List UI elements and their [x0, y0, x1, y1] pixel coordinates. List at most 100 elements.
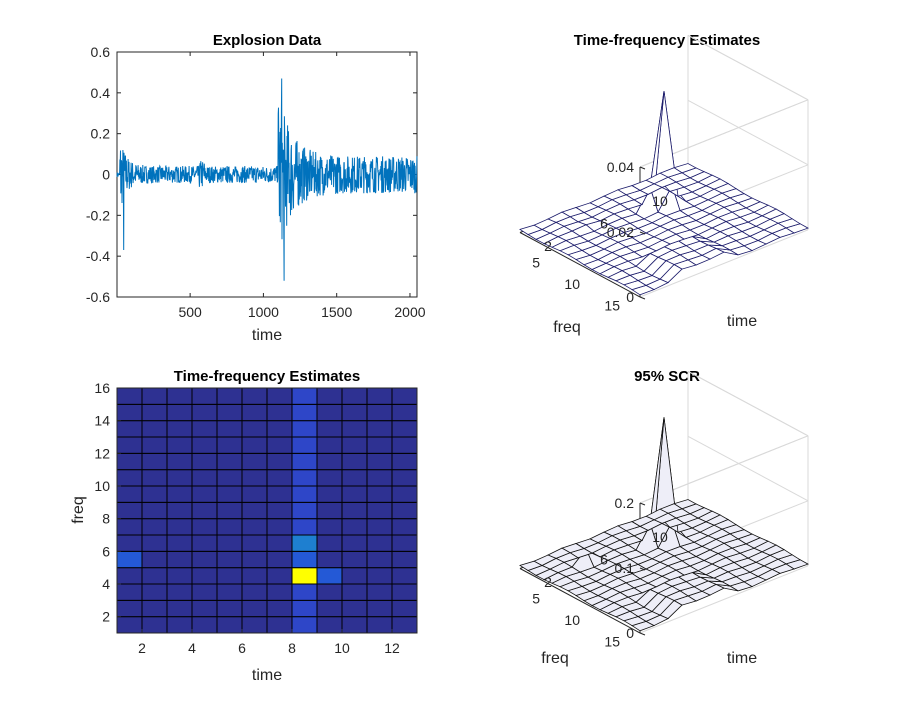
heatmap-cell: [191, 616, 218, 634]
heatmap-ytick-label: 2: [102, 609, 110, 625]
heatmap-cell: [241, 403, 268, 422]
heatmap-cell: [366, 452, 393, 471]
heatmap-cell: [291, 469, 318, 487]
z-tick-mark: [639, 166, 646, 170]
heatmap-cell: [216, 420, 243, 438]
heatmap-cell: [266, 550, 293, 569]
heatmap-cell: [191, 583, 218, 601]
heatmap-cell: [291, 403, 318, 422]
heatmap-xtick-label: 8: [288, 640, 296, 656]
heatmap-cell: [316, 616, 343, 634]
heatmap-cell: [141, 599, 168, 618]
heatmap-cell: [216, 469, 243, 487]
heatmap-cell: [216, 485, 243, 503]
heatmap-cell: [391, 616, 418, 634]
freq-tick-label: 15: [604, 298, 620, 314]
heatmap-cell: [391, 387, 418, 405]
heatmap-cell: [166, 436, 193, 454]
heatmap-cell: [116, 534, 143, 552]
z-tick-label: 0.02: [607, 224, 634, 240]
heatmap-cell: [116, 469, 143, 487]
z-tick-mark: [639, 231, 646, 235]
heatmap-cell: [141, 485, 168, 503]
heatmap-cell: [366, 616, 393, 634]
heatmap-cell: [291, 534, 318, 552]
heatmap-cell: [241, 616, 268, 634]
surface-patch: [519, 560, 543, 571]
heatmap-cell: [316, 599, 343, 618]
time-tick-label: 10: [652, 193, 668, 209]
heatmap-xtick-label: 2: [138, 640, 146, 656]
heatmap-cell: [116, 485, 143, 503]
heatmap-cell: [391, 534, 418, 552]
explosion-ytick-label: -0.6: [86, 289, 110, 305]
heatmap-cell: [266, 387, 293, 405]
heatmap-cell: [316, 534, 343, 552]
freq-tick-label: 5: [532, 591, 540, 607]
heatmap-cell: [291, 485, 318, 503]
heatmap-cell: [266, 485, 293, 503]
heatmap-cell: [266, 616, 293, 634]
heatmap-cell: [116, 616, 143, 634]
heatmap-cell: [341, 485, 368, 503]
heatmap-cell: [241, 420, 268, 438]
explosion-xtick-label: 1000: [248, 304, 279, 320]
heatmap-cell: [266, 534, 293, 552]
heatmap-cell: [216, 518, 243, 536]
z-tick-label: 0: [626, 289, 634, 305]
heatmap-cell: [141, 420, 168, 438]
time-tick-label: 6: [600, 216, 608, 232]
heatmap-cell: [266, 518, 293, 536]
heatmap-cell: [291, 599, 318, 618]
heatmap-cell: [241, 485, 268, 503]
heatmap-cell: [341, 501, 368, 520]
heatmap-cell: [191, 469, 218, 487]
z-tick-mark: [639, 632, 646, 636]
heatmap-cell: [241, 534, 268, 552]
heatmap-cell: [266, 436, 293, 454]
heatmap-cell: [366, 501, 393, 520]
heatmap-cell: [241, 599, 268, 618]
heatmap-cell: [241, 387, 268, 405]
heatmap-ytick-label: 4: [102, 576, 110, 592]
heatmap-cell: [316, 420, 343, 438]
heatmap-xtick-label: 10: [334, 640, 350, 656]
heatmap-cell: [266, 452, 293, 471]
heatmap-cell: [216, 403, 243, 422]
heatmap-cell: [216, 534, 243, 552]
heatmap-cell: [291, 583, 318, 601]
grid-line: [639, 229, 809, 298]
heatmap-cell: [141, 452, 168, 471]
explosion-ytick-label: 0.4: [91, 85, 111, 101]
panel-tf-mesh: Time-frequency Estimates 0 0.02 0.04 5 10 15 2…: [519, 32, 809, 336]
heatmap-ytick-label: 8: [102, 511, 110, 527]
freq-tick-label: 10: [564, 276, 580, 292]
z-tick-mark: [639, 296, 646, 300]
heatmap-cell: [366, 518, 393, 536]
heatmap-cell: [166, 583, 193, 601]
heatmap-cell: [391, 583, 418, 601]
heatmap-xtick-label: 12: [384, 640, 400, 656]
heatmap-cell: [341, 550, 368, 569]
heatmap-cell: [141, 518, 168, 536]
heatmap-cell: [116, 599, 143, 618]
heatmap-cell: [341, 469, 368, 487]
heatmap-cell: [141, 567, 168, 585]
heatmap-cell: [241, 518, 268, 536]
heatmap-cell: [266, 469, 293, 487]
heatmap-cell: [266, 501, 293, 520]
heatmap-cell: [216, 501, 243, 520]
heatmap-cell: [116, 387, 143, 405]
heatmap-cell: [366, 387, 393, 405]
heatmap-cell: [341, 616, 368, 634]
heatmap-cell: [216, 550, 243, 569]
heatmap-cell: [191, 420, 218, 438]
tf-mesh-ylabel: freq: [553, 319, 581, 336]
heatmap-cell: [116, 403, 143, 422]
freq-tick-label: 10: [564, 612, 580, 628]
heatmap-xtick-label: 4: [188, 640, 196, 656]
z-tick-label: 0.04: [607, 159, 634, 175]
panel-scr: 95% SCR 0 0.1 0.2 5 10 15 2 6 10 freq time: [519, 368, 809, 667]
heatmap-cell: [191, 599, 218, 618]
